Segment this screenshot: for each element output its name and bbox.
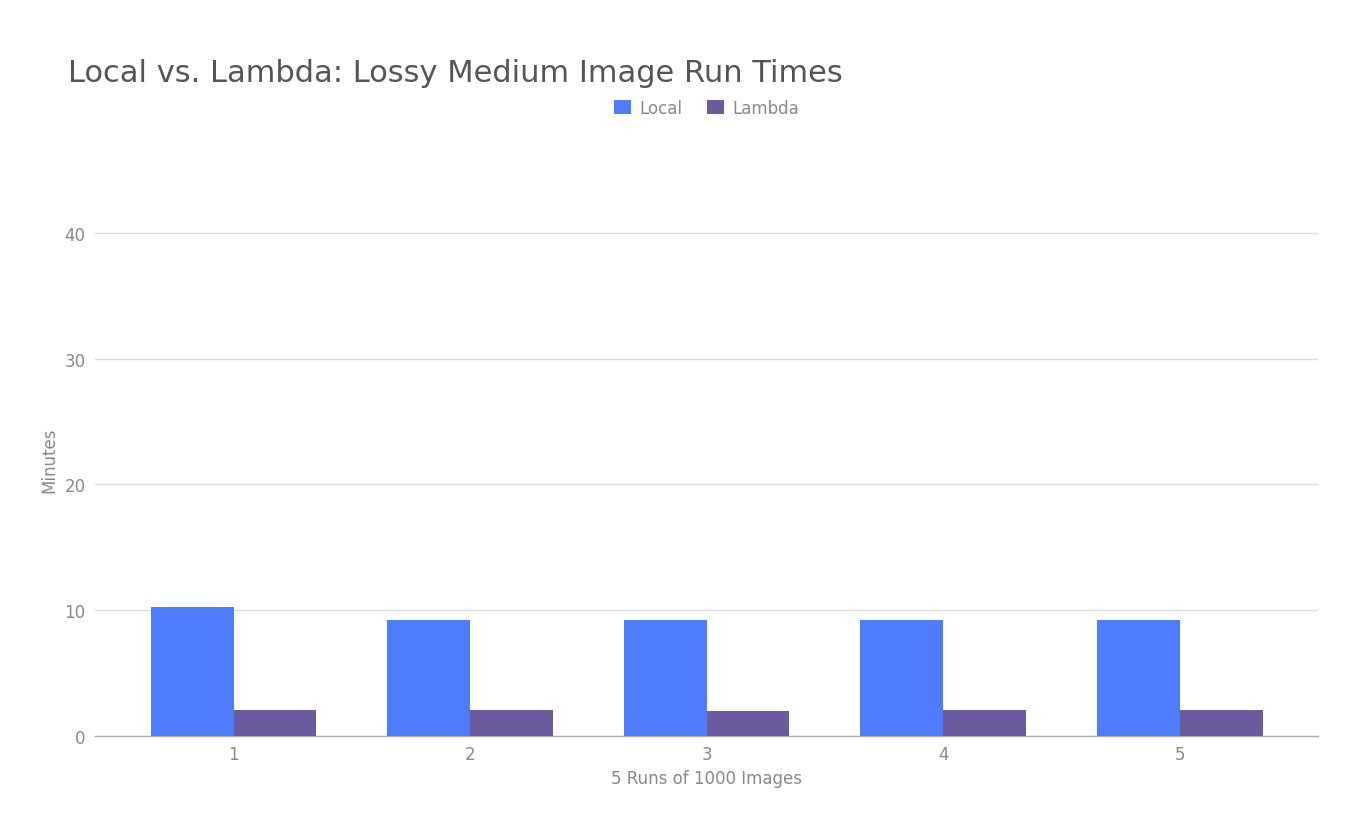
Bar	[707, 711, 790, 736]
Y-axis label: Minutes: Minutes	[41, 427, 58, 492]
Bar	[387, 620, 470, 736]
Bar	[1180, 710, 1263, 736]
Bar	[860, 620, 943, 736]
Bar	[943, 710, 1026, 736]
Legend: Local, Lambda: Local, Lambda	[607, 93, 806, 125]
Bar	[470, 710, 553, 736]
Text: Local vs. Lambda: Lossy Medium Image Run Times: Local vs. Lambda: Lossy Medium Image Run…	[68, 59, 843, 88]
Bar	[624, 620, 707, 736]
X-axis label: 5 Runs of 1000 Images: 5 Runs of 1000 Images	[612, 769, 802, 787]
Bar	[234, 711, 317, 736]
Bar	[151, 608, 234, 736]
Bar	[1097, 620, 1180, 736]
